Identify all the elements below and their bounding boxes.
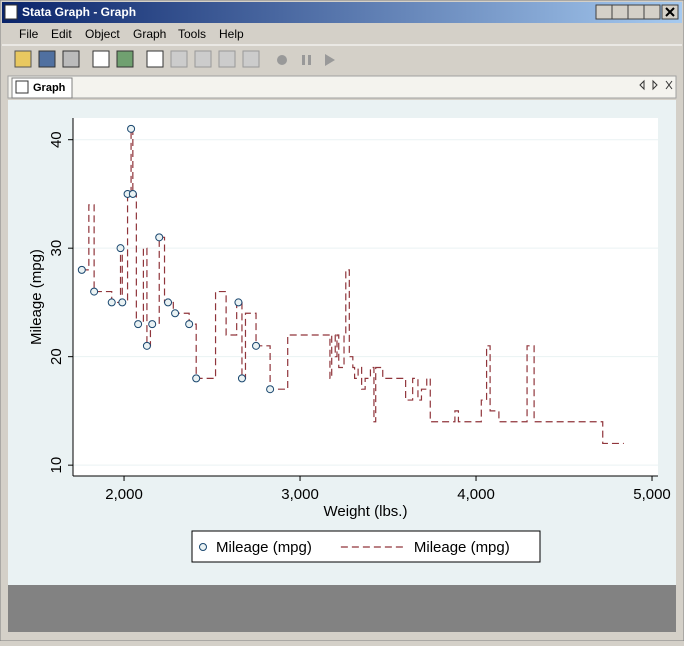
legend-marker (199, 543, 207, 551)
point (116, 244, 125, 253)
tab-label[interactable]: Graph (33, 82, 66, 94)
point (171, 309, 180, 318)
menu-item[interactable]: Edit (51, 27, 72, 41)
menu-item[interactable]: Graph (133, 27, 166, 41)
x-tick-label: 5,000 (633, 486, 671, 503)
disabled-button (194, 50, 212, 68)
x-tick-label: 3,000 (281, 486, 319, 503)
point (142, 341, 151, 350)
stairstep-line (81, 128, 624, 445)
graph-editor-button[interactable] (146, 50, 164, 68)
point (148, 320, 157, 329)
record-button (277, 55, 287, 65)
point (192, 374, 201, 383)
y-tick-label: 20 (48, 348, 65, 365)
menu-item[interactable]: File (19, 27, 39, 41)
menu-item[interactable]: Help (219, 27, 244, 41)
window-buttons[interactable] (595, 4, 679, 20)
save-button[interactable] (38, 50, 56, 68)
copy-button[interactable] (92, 50, 110, 68)
point (107, 298, 116, 307)
disabled-button (170, 50, 188, 68)
title-bar (2, 2, 682, 23)
pause-button (308, 55, 311, 65)
disabled-button (218, 50, 236, 68)
tab-strip (7, 75, 677, 99)
tab-icon (15, 80, 29, 94)
y-tick-label: 30 (48, 240, 65, 257)
menu-item[interactable]: Object (85, 27, 120, 41)
empty-area (8, 585, 676, 632)
point (90, 287, 99, 296)
x-axis-label: Weight (lbs.) (324, 503, 408, 520)
maximize-button[interactable] (643, 4, 661, 20)
point (155, 233, 164, 242)
toolbar (14, 50, 335, 68)
legend (191, 530, 541, 563)
menu-button[interactable] (595, 4, 613, 20)
y-tick-label: 40 (48, 131, 65, 148)
x-tick-label: 4,000 (457, 486, 495, 503)
point (237, 374, 246, 383)
y-tick-label: 10 (48, 457, 65, 474)
chart: 10 20 30 40 2,000 3,000 4,000 5,000 Weight (lbs.… (28, 118, 671, 563)
point (164, 298, 173, 307)
app-icon (4, 4, 18, 20)
play-button (325, 54, 335, 66)
legend-label: Mileage (mpg) (414, 539, 510, 556)
minimize-button[interactable] (627, 4, 645, 20)
legend-label: Mileage (mpg) (216, 539, 312, 556)
point (128, 189, 137, 198)
tab-controls[interactable] (639, 79, 673, 91)
restore-button[interactable] (611, 4, 629, 20)
point (77, 265, 86, 274)
export-button[interactable] (116, 50, 134, 68)
menu-bar: File Edit Object Graph Tools Help (19, 27, 244, 41)
x-tick-label: 2,000 (105, 486, 143, 503)
point (127, 124, 136, 133)
menu-item[interactable]: Tools (178, 27, 206, 41)
point (118, 298, 127, 307)
y-axis-label: Mileage (mpg) (28, 249, 45, 345)
window-title: Stata Graph - Graph (22, 5, 136, 19)
point (185, 320, 194, 329)
disabled-button (242, 50, 260, 68)
pause-button (302, 55, 305, 65)
print-button[interactable] (62, 50, 80, 68)
point (134, 320, 143, 329)
plot-region (73, 118, 658, 476)
point (266, 385, 275, 394)
point (234, 298, 243, 307)
point (252, 341, 261, 350)
open-button[interactable] (14, 50, 32, 68)
